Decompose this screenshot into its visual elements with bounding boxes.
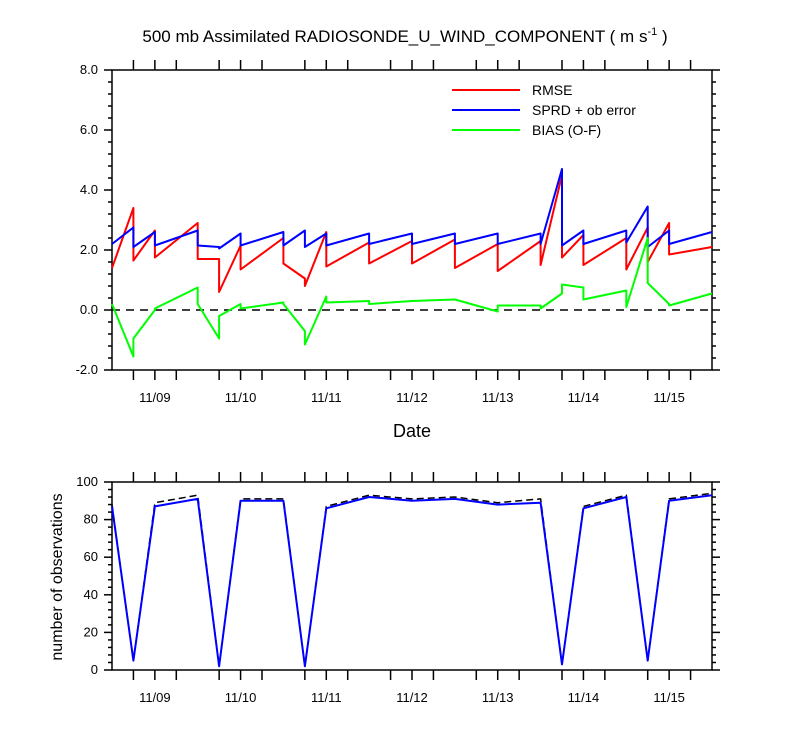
- title-text: 500 mb Assimilated RADIOSONDE_U_WIND_COM…: [142, 27, 647, 46]
- x-tick-label: 11/13: [482, 390, 514, 405]
- y-tick-label: 2.0: [80, 242, 98, 257]
- series-line-0-0: [111, 174, 713, 293]
- y-tick-label: 80: [84, 512, 98, 527]
- legend-label: SPRD + ob error: [532, 102, 636, 118]
- x-tick-label: 11/14: [568, 690, 600, 705]
- y-tick-label: 8.0: [80, 62, 98, 77]
- y-tick-label: 20: [84, 624, 98, 639]
- legend-label: BIAS (O-F): [532, 122, 601, 138]
- x-tick-label: 11/13: [482, 690, 514, 705]
- title-unit-sup: -1: [647, 26, 657, 38]
- x-axis-label: Date: [393, 421, 431, 441]
- series-line-0-1: [111, 168, 713, 250]
- y-tick-label: 6.0: [80, 122, 98, 137]
- x-tick-label: 11/10: [225, 690, 257, 705]
- top-axis-ticks: -2.0 0.0 2.0 4.0 6.0 8.0 11/09 11/10 11/11 11/12 1…: [76, 60, 720, 405]
- y-tick-label: 60: [84, 549, 98, 564]
- top-series-group: [111, 168, 713, 358]
- y-tick-label: 100: [76, 474, 98, 489]
- y-tick-label: 40: [84, 587, 98, 602]
- y-tick-label: -2.0: [76, 362, 98, 377]
- series-line-1-1: [111, 494, 713, 668]
- y-tick-label: 4.0: [80, 182, 98, 197]
- bottom-series-group: [111, 492, 713, 668]
- bottom-axis-ticks: 0 20 40 60 80 100 11/09 11/10 11/11 11/12 11/13 11/…: [76, 472, 720, 705]
- chart-title: 500 mb Assimilated RADIOSONDE_U_WIND_COM…: [142, 26, 667, 46]
- x-tick-label: 11/09: [139, 390, 171, 405]
- x-tick-label: 11/12: [396, 690, 428, 705]
- x-tick-label: 11/12: [396, 390, 428, 405]
- x-tick-label: 11/11: [311, 690, 342, 705]
- bottom-plot-frame: [111, 481, 713, 671]
- x-tick-label: 11/15: [653, 690, 685, 705]
- y-tick-label: 0.0: [80, 302, 98, 317]
- series-line-1-0: [111, 492, 713, 667]
- y-tick-label: 0: [91, 662, 98, 677]
- x-tick-label: 11/11: [311, 390, 342, 405]
- x-tick-label: 11/14: [568, 390, 600, 405]
- x-tick-label: 11/15: [653, 390, 685, 405]
- legend-label: RMSE: [532, 82, 572, 98]
- legend: RMSE SPRD + ob error BIAS (O-F): [452, 82, 636, 138]
- x-tick-label: 11/09: [139, 690, 171, 705]
- series-line-0-2: [111, 237, 713, 358]
- x-tick-label: 11/10: [225, 390, 257, 405]
- y-axis-label-observations: number of observations: [49, 493, 66, 660]
- title-close: ): [657, 27, 667, 46]
